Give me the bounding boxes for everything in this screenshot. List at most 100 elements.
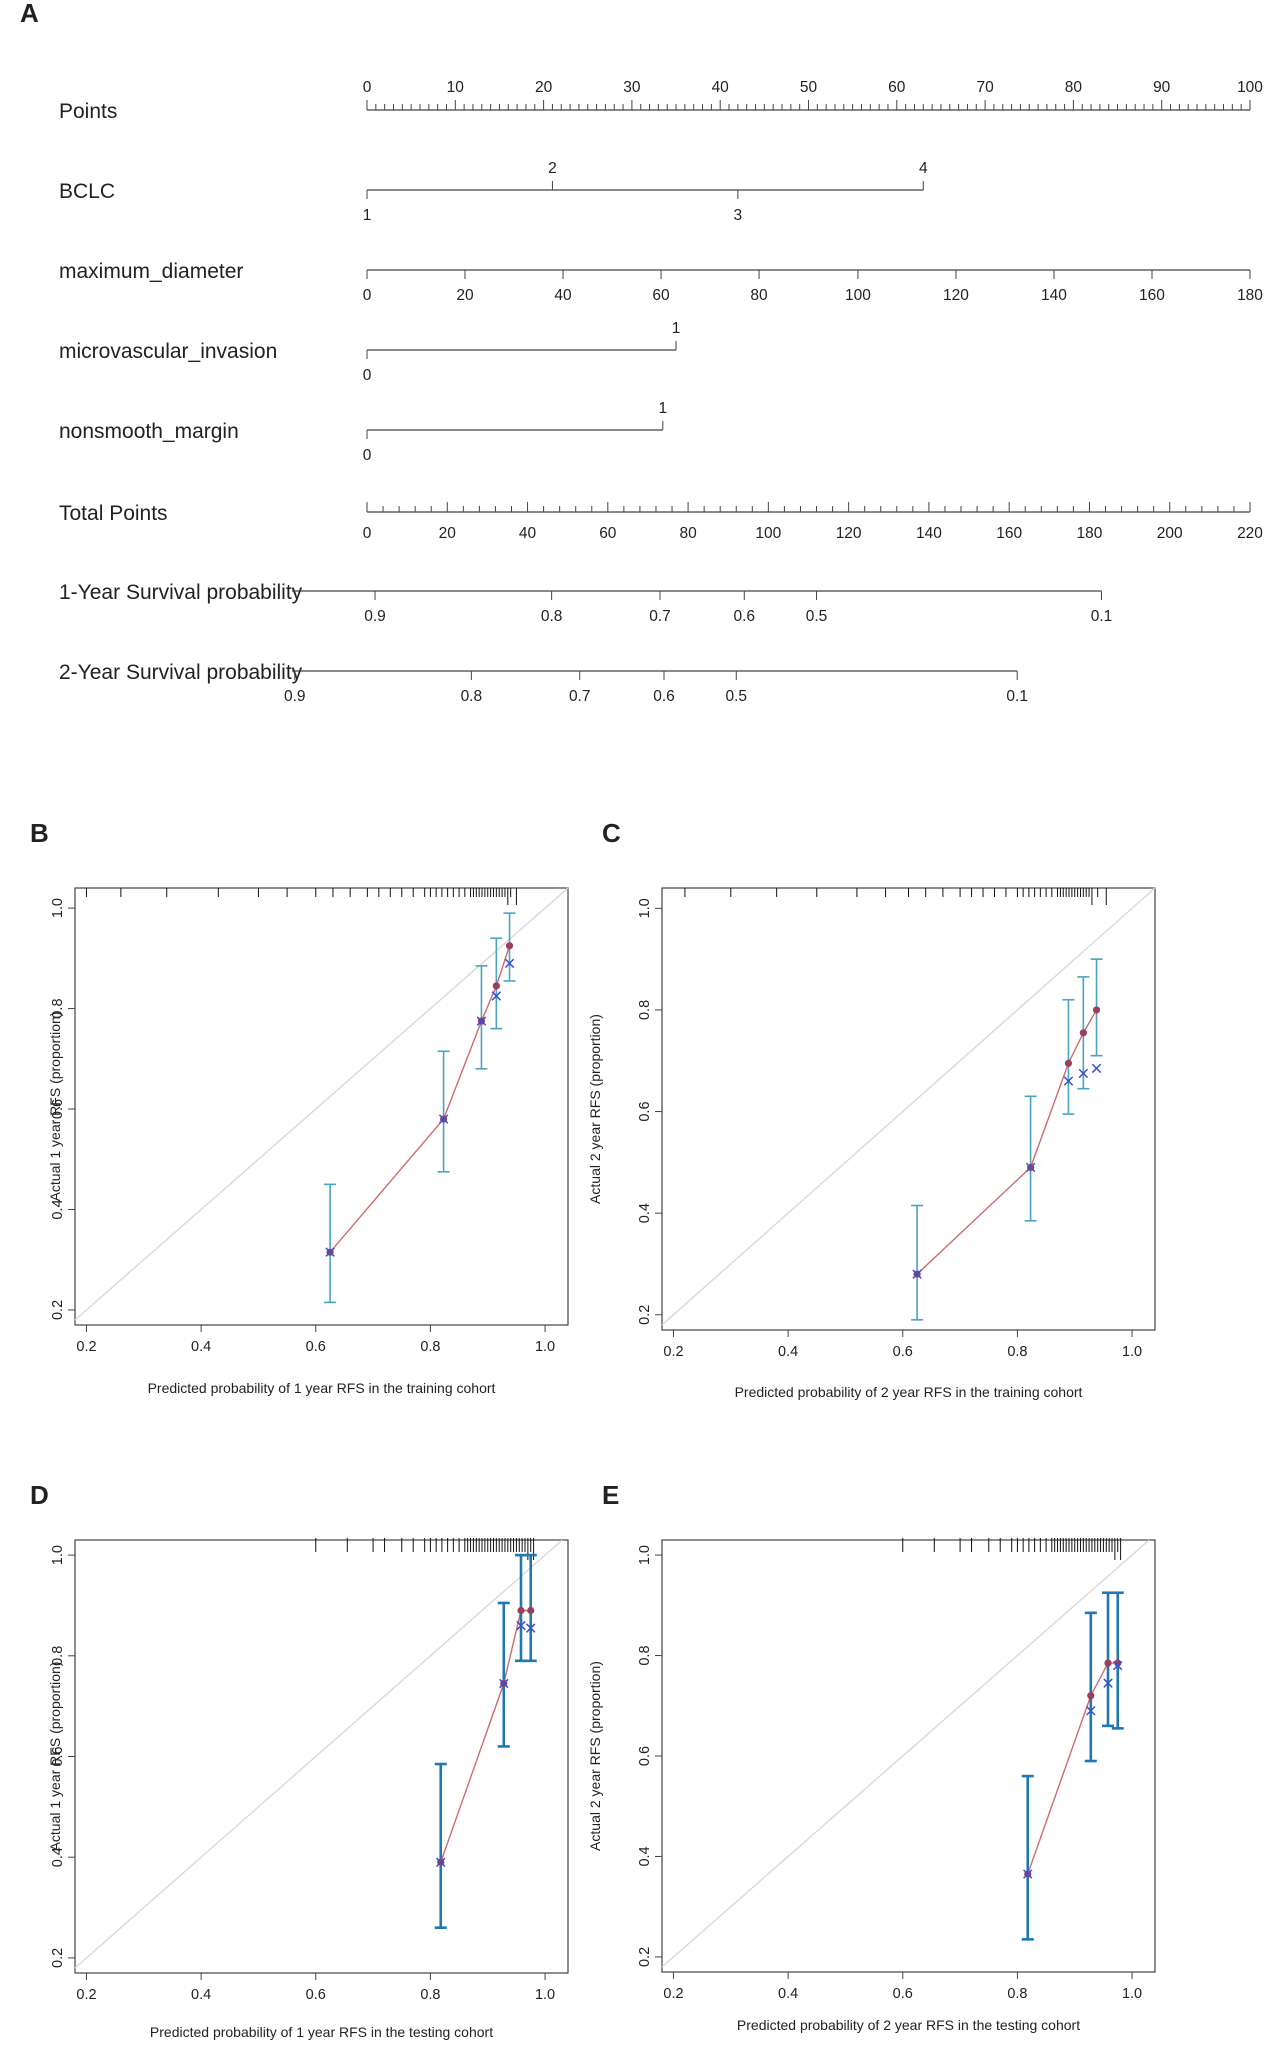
observed-cross — [1078, 1068, 1089, 1079]
tick-label: 0.7 — [649, 608, 671, 625]
tick-label: 60 — [652, 287, 670, 304]
observed-cross — [438, 1114, 449, 1124]
tick-label: 0.6 — [653, 688, 675, 705]
tick-label: 0 — [363, 447, 372, 464]
tick-label: 160 — [1139, 287, 1165, 304]
tick-label: 1 — [672, 320, 681, 337]
y-axis-label: Actual 1 year RFS (proportion) — [47, 1662, 63, 1852]
observed-cross — [504, 958, 515, 969]
x-tick-label: 0.8 — [1007, 1344, 1027, 1360]
tick-label: 3 — [734, 207, 743, 224]
y-tick-label: 0.4 — [637, 1846, 653, 1866]
tick-label: 80 — [750, 287, 768, 304]
x-tick-label: 0.4 — [191, 1339, 211, 1355]
tick-label: 20 — [439, 525, 457, 542]
tick-label: 120 — [943, 287, 969, 304]
observed-cross — [499, 1678, 509, 1689]
panel-label-d: D — [30, 1480, 49, 1510]
tick-label: 0 — [363, 287, 372, 304]
x-tick-label: 0.2 — [663, 1986, 683, 2002]
predicted-point — [492, 982, 500, 990]
calibration-plot-d: 0.2 0.4 0.6 0.8 1.0 0.2 0.4 0.6 0.8 1.0 Predicted … — [47, 1538, 569, 2040]
predicted-point — [1079, 1029, 1087, 1037]
tick-label: 160 — [996, 525, 1022, 542]
y-axis-label: Actual 1 year RFS (proportion) — [47, 1012, 63, 1202]
x-tick-label: 0.6 — [893, 1986, 913, 2002]
tick-label: 0.1 — [1006, 688, 1028, 705]
x-tick-label: 0.6 — [893, 1344, 913, 1360]
tick-label: 0.6 — [734, 608, 756, 625]
tick-label: 50 — [800, 79, 818, 96]
x-axis-label: Predicted probability of 1 year RFS in t… — [148, 1380, 496, 1396]
x-tick-label: 1.0 — [535, 1987, 555, 2003]
y-axis-label: Actual 2 year RFS (proportion) — [587, 1661, 603, 1851]
calibration-line — [440, 1609, 531, 1863]
nomogram-row-points: Points 0 10 20 30 40 50 60 70 80 90 100 — [59, 79, 1263, 123]
tick-label: 1 — [658, 400, 667, 417]
x-tick-label: 0.6 — [306, 1339, 326, 1355]
row-label: microvascular_invasion — [59, 340, 277, 363]
tick-label: 90 — [1153, 79, 1171, 96]
calibration-line — [329, 945, 511, 1253]
calibration-line — [1027, 1662, 1118, 1875]
x-tick-label: 0.2 — [76, 1339, 96, 1355]
observed-cross — [1023, 1869, 1033, 1879]
tick-label: 80 — [1065, 79, 1083, 96]
y-tick-label: 1.0 — [637, 898, 653, 918]
y-tick-label: 0.2 — [50, 1948, 66, 1968]
reference-line — [661, 887, 1156, 1326]
tick-label: 40 — [712, 79, 730, 96]
x-tick-label: 0.4 — [778, 1986, 798, 2002]
tick-label: 140 — [916, 525, 942, 542]
predicted-point — [517, 1606, 525, 1615]
tick-label: 120 — [836, 525, 862, 542]
observed-cross — [1091, 1063, 1102, 1074]
y-tick-label: 0.8 — [637, 1645, 653, 1665]
row-label: Total Points — [59, 502, 168, 525]
observed-cross — [1103, 1678, 1113, 1688]
panel-label-a: A — [20, 0, 39, 28]
tick-label: 0.8 — [461, 688, 483, 705]
predicted-point — [1104, 1659, 1112, 1667]
plot-frame — [74, 887, 569, 1326]
tick-label: 0.8 — [541, 608, 563, 625]
tick-label: 40 — [519, 525, 537, 542]
panel-label-e: E — [602, 1480, 619, 1510]
x-tick-label: 0.2 — [76, 1987, 96, 2003]
y-tick-label: 1.0 — [637, 1545, 653, 1565]
tick-label: 0.5 — [806, 608, 828, 625]
nomogram-row-maximum-diameter: maximum_diameter 0 20 40 60 80 100 120 140 160 180 — [59, 260, 1263, 304]
row-label: maximum_diameter — [59, 260, 243, 283]
observed-cross — [1086, 1706, 1096, 1716]
x-tick-label: 0.8 — [1007, 1986, 1027, 2002]
tick-label: 0 — [363, 79, 372, 96]
observed-cross — [912, 1269, 922, 1279]
tick-label: 20 — [456, 287, 474, 304]
observed-cross — [1113, 1660, 1123, 1671]
tick-label: 100 — [755, 525, 781, 542]
tick-label: 20 — [535, 79, 553, 96]
x-tick-label: 1.0 — [535, 1339, 555, 1355]
tick-label: 1 — [363, 207, 372, 224]
tick-label: 0 — [363, 525, 372, 542]
tick-label: 60 — [599, 525, 617, 542]
nomogram-row-microvascular-invasion: microvascular_invasion 0 1 — [59, 320, 680, 384]
nomogram-row-total-points: Total Points 0 20 40 60 80 100 120 140 160 180 200 2… — [59, 502, 1263, 542]
tick-label: 30 — [623, 79, 641, 96]
y-tick-label: 0.8 — [50, 998, 66, 1018]
observed-cross — [526, 1623, 536, 1633]
x-tick-label: 1.0 — [1122, 1344, 1142, 1360]
calibration-plot-e: 0.2 0.4 0.6 0.8 1.0 0.2 0.4 0.6 0.8 1.0 Predicted … — [587, 1538, 1156, 2033]
tick-label: 140 — [1041, 287, 1067, 304]
observed-cross — [476, 1016, 487, 1026]
observed-cross — [436, 1857, 446, 1867]
nomogram-row-2-year-survival-probability: 2-Year Survival probability 0.9 0.8 0.7 0.6 0… — [59, 661, 1028, 705]
y-tick-label: 0.6 — [637, 1101, 653, 1121]
observed-cross — [325, 1247, 335, 1257]
x-tick-label: 0.4 — [191, 1987, 211, 2003]
row-label: 2-Year Survival probability — [59, 661, 303, 684]
plot-frame — [661, 1539, 1156, 1973]
y-tick-label: 0.6 — [50, 1099, 66, 1119]
row-label: Points — [59, 100, 117, 123]
y-tick-label: 0.2 — [50, 1300, 66, 1320]
